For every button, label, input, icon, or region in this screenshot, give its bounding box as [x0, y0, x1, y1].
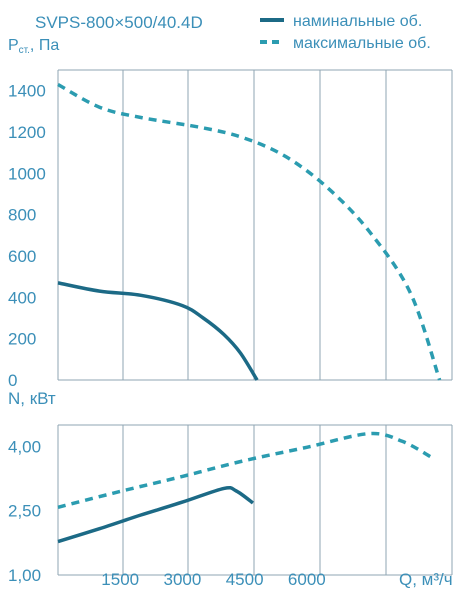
- pressure-tick-labels: 1400 1200 1000 800 600 400 200 0: [8, 82, 46, 390]
- flow-tick-labels: 1500 3000 4500 6000: [101, 570, 325, 589]
- pressure-max-line: [57, 82, 442, 381]
- y-axis-label-pressure: Pст., Па: [8, 37, 59, 56]
- x-tick-label: 3000: [164, 570, 202, 589]
- chart-title: SVPS-800×500/40.4D: [35, 13, 203, 32]
- y-axis-label-unit: , Па: [30, 37, 59, 54]
- y-tick-label-power: 2,50: [8, 502, 41, 521]
- y-tick-label-pressure: 600: [8, 247, 36, 266]
- y-tick-label-pressure: 1400: [8, 82, 46, 101]
- y-tick-label-power: 1,00: [8, 566, 41, 585]
- pressure-grid: [57, 69, 453, 381]
- y-tick-label-power: 4,00: [8, 437, 41, 456]
- y-tick-label-pressure: 400: [8, 288, 36, 307]
- y-tick-label-pressure: 200: [8, 330, 36, 349]
- y-axis-label-power: N, кВт: [8, 389, 56, 408]
- y-tick-label-pressure: 1000: [8, 164, 46, 183]
- legend-label-nominal: наминальные об.: [293, 13, 422, 30]
- pressure-series: [57, 82, 442, 381]
- x-tick-label: 1500: [101, 570, 139, 589]
- y-tick-label-pressure: 1200: [8, 123, 46, 142]
- power-tick-labels: 4,00 2,50 1,00: [8, 437, 41, 585]
- y-tick-label-pressure: 800: [8, 206, 36, 225]
- x-tick-label: 4500: [226, 570, 264, 589]
- x-tick-label: 6000: [288, 570, 326, 589]
- power-nominal-line: [57, 485, 254, 544]
- legend-label-max: максимальные об.: [293, 35, 431, 52]
- pressure-nominal-line: [57, 281, 259, 381]
- x-axis-label: Q, м³/ч: [399, 570, 453, 589]
- y-tick-label-pressure: 0: [8, 371, 17, 390]
- y-axis-label-main: P: [8, 37, 19, 54]
- power-grid: [57, 424, 453, 576]
- power-series: [57, 431, 433, 544]
- y-axis-label-sub: ст.: [19, 45, 30, 56]
- legend: наминальные об. максимальные об.: [260, 13, 431, 52]
